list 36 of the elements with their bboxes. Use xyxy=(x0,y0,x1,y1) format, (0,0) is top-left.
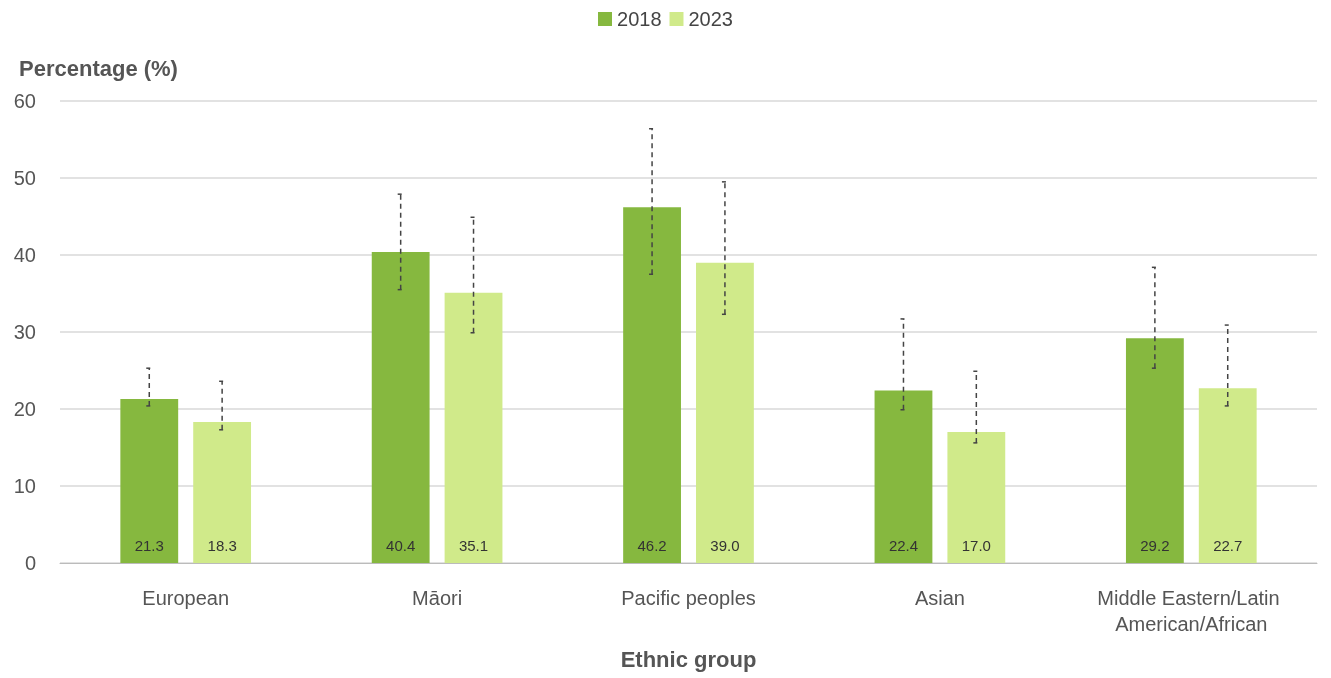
bar xyxy=(874,390,933,563)
bar xyxy=(120,398,179,563)
x-tick-label: Middle Eastern/Latin American/African xyxy=(1097,587,1286,635)
data-label: 40.4 xyxy=(386,537,416,554)
legend-label: 2018 xyxy=(617,8,662,30)
data-label: 29.2 xyxy=(1140,537,1170,554)
bar xyxy=(1198,388,1257,563)
data-label: 35.1 xyxy=(458,537,489,554)
y-tick-label: 20 xyxy=(13,398,36,420)
bar xyxy=(193,422,252,563)
data-label: 22.4 xyxy=(888,537,919,554)
bar xyxy=(623,207,681,563)
y-tick-label: 30 xyxy=(13,321,36,343)
bar xyxy=(1125,338,1184,563)
x-tick-label: Māori xyxy=(412,587,463,609)
data-label: 22.7 xyxy=(1213,537,1243,554)
y-tick-label: 10 xyxy=(13,475,36,497)
x-tick-label: Asian xyxy=(914,587,965,609)
x-axis-title: Ethnic group xyxy=(620,646,757,672)
bar xyxy=(371,251,430,563)
legend-label: 2023 xyxy=(688,8,733,30)
data-label: 18.3 xyxy=(207,537,237,554)
data-label: 21.3 xyxy=(134,537,164,554)
y-tick-label: 60 xyxy=(13,90,36,112)
data-label: 39.0 xyxy=(710,537,740,554)
y-tick-label: 40 xyxy=(13,244,36,266)
bar xyxy=(444,292,503,563)
y-axis-title: Percentage (%) xyxy=(19,55,178,81)
x-tick-label: European xyxy=(142,587,230,609)
bar xyxy=(696,262,754,563)
bar xyxy=(947,432,1006,563)
data-label: 17.0 xyxy=(961,537,991,554)
x-tick-label: Pacific peoples xyxy=(621,587,756,609)
y-tick-label: 0 xyxy=(24,552,36,574)
y-tick-label: 50 xyxy=(13,167,36,189)
data-label: 46.2 xyxy=(637,537,667,554)
